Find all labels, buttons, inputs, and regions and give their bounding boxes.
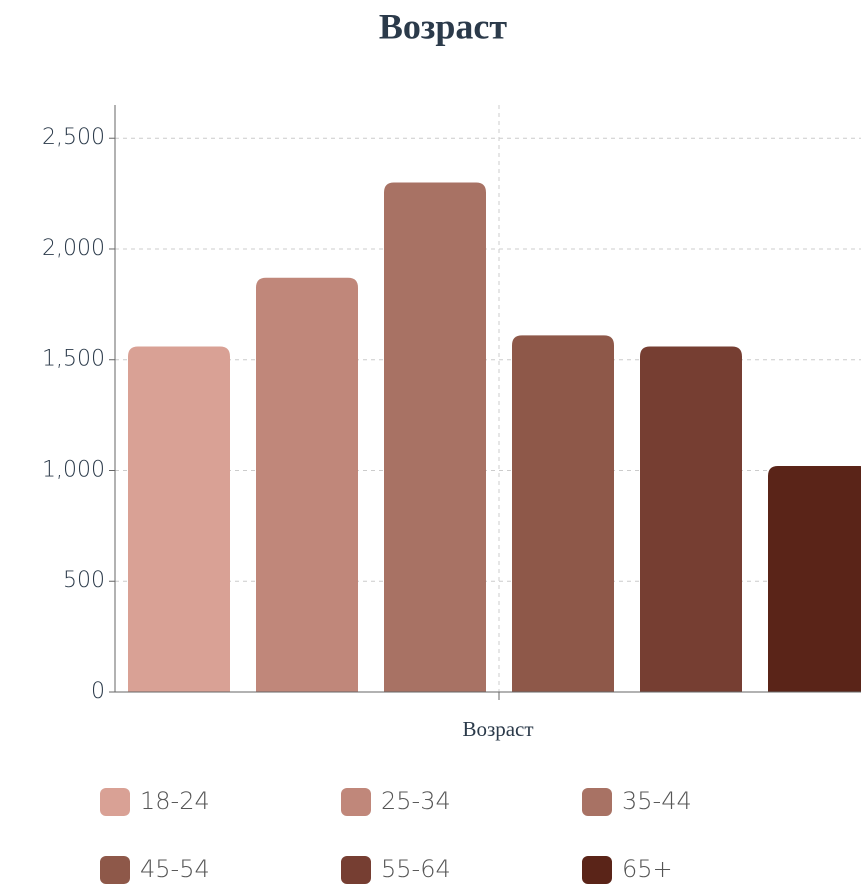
legend-label: 65+	[622, 855, 673, 883]
legend-swatch	[100, 856, 130, 884]
legend-label: 25-34	[381, 787, 451, 815]
y-tick-label: 500	[63, 568, 105, 593]
y-tick-label: 2,500	[42, 125, 105, 150]
legend-label: 35-44	[622, 787, 692, 815]
legend-swatch	[582, 856, 612, 884]
bar	[768, 466, 861, 692]
legend-label: 18-24	[140, 787, 210, 815]
chart-title: Возраст	[379, 6, 507, 46]
legend-swatch	[341, 788, 371, 816]
legend-swatch	[100, 788, 130, 816]
bar	[256, 277, 358, 692]
x-axis-label: Возраст	[462, 717, 533, 741]
bar	[640, 346, 742, 692]
y-tick-label: 1,000	[42, 457, 105, 482]
bar	[384, 182, 486, 692]
bar	[128, 346, 230, 692]
legend-swatch	[341, 856, 371, 884]
y-tick-label: 1,500	[42, 347, 105, 372]
legend-label: 55-64	[381, 855, 451, 883]
bar	[512, 335, 614, 692]
legend-swatch	[582, 788, 612, 816]
legend-label: 45-54	[140, 855, 210, 883]
y-tick-label: 2,000	[42, 236, 105, 261]
y-tick-label: 0	[91, 679, 105, 704]
